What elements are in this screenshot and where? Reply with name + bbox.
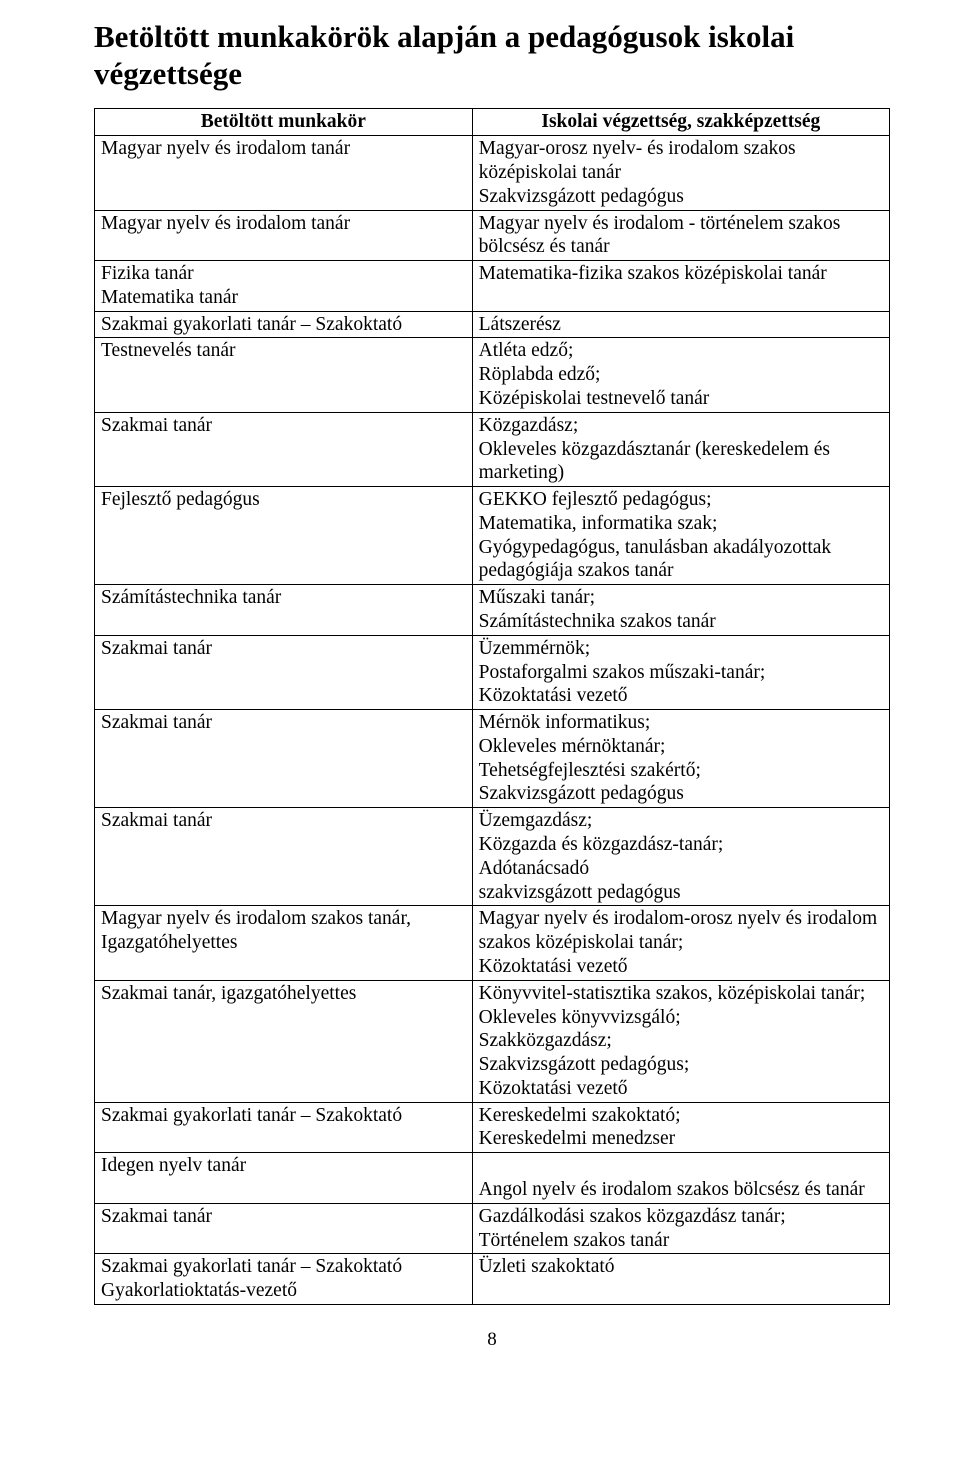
cell-qualification: Üzleti szakoktató xyxy=(472,1254,889,1305)
cell-qualification: Magyar nyelv és irodalom - történelem sz… xyxy=(472,210,889,261)
cell-qualification: Látszerész xyxy=(472,311,889,338)
table-row: Szakmai tanárÜzemgazdász; Közgazda és kö… xyxy=(95,808,890,906)
table-row: Szakmai gyakorlati tanár – Szakoktató Gy… xyxy=(95,1254,890,1305)
cell-qualification: Magyar nyelv és irodalom-orosz nyelv és … xyxy=(472,906,889,980)
header-col2: Iskolai végzettség, szakképzettség xyxy=(472,109,889,136)
cell-position: Szakmai tanár, igazgatóhelyettes xyxy=(95,980,473,1102)
header-col1: Betöltött munkakör xyxy=(95,109,473,136)
cell-position: Szakmai gyakorlati tanár – Szakoktató xyxy=(95,311,473,338)
page-number: 8 xyxy=(94,1329,890,1351)
cell-qualification: Magyar-orosz nyelv- és irodalom szakos k… xyxy=(472,136,889,210)
cell-position: Szakmai tanár xyxy=(95,635,473,709)
table-row: Fizika tanár Matematika tanárMatematika-… xyxy=(95,261,890,312)
table-row: Szakmai gyakorlati tanár – SzakoktatóLát… xyxy=(95,311,890,338)
qualification-table: Betöltött munkakör Iskolai végzettség, s… xyxy=(94,108,890,1305)
table-body: Magyar nyelv és irodalom tanárMagyar-oro… xyxy=(95,136,890,1305)
cell-position: Szakmai gyakorlati tanár – Szakoktató xyxy=(95,1102,473,1153)
table-row: Szakmai tanár, igazgatóhelyettesKönyvvit… xyxy=(95,980,890,1102)
cell-position: Szakmai tanár xyxy=(95,808,473,906)
cell-qualification: Matematika-fizika szakos középiskolai ta… xyxy=(472,261,889,312)
cell-qualification: GEKKO fejlesztő pedagógus; Matematika, i… xyxy=(472,487,889,585)
cell-position: Fejlesztő pedagógus xyxy=(95,487,473,585)
table-row: Magyar nyelv és irodalom szakos tanár, I… xyxy=(95,906,890,980)
table-row: Idegen nyelv tanár Angol nyelv és irodal… xyxy=(95,1153,890,1204)
cell-qualification: Gazdálkodási szakos közgazdász tanár; Tö… xyxy=(472,1203,889,1254)
cell-position: Szakmai tanár xyxy=(95,412,473,486)
table-row: Fejlesztő pedagógusGEKKO fejlesztő pedag… xyxy=(95,487,890,585)
table-header-row: Betöltött munkakör Iskolai végzettség, s… xyxy=(95,109,890,136)
cell-qualification: Könyvvitel-statisztika szakos, középisko… xyxy=(472,980,889,1102)
table-row: Szakmai tanárMérnök informatikus; Okleve… xyxy=(95,710,890,808)
cell-position: Idegen nyelv tanár xyxy=(95,1153,473,1204)
document-page: Betöltött munkakörök alapján a pedagógus… xyxy=(0,0,960,1381)
cell-qualification: Műszaki tanár; Számítástechnika szakos t… xyxy=(472,585,889,636)
cell-position: Testnevelés tanár xyxy=(95,338,473,412)
table-row: Magyar nyelv és irodalom tanárMagyar-oro… xyxy=(95,136,890,210)
page-title: Betöltött munkakörök alapján a pedagógus… xyxy=(94,18,890,92)
table-row: Szakmai gyakorlati tanár – SzakoktatóKer… xyxy=(95,1102,890,1153)
table-row: Magyar nyelv és irodalom tanárMagyar nye… xyxy=(95,210,890,261)
table-row: Szakmai tanárGazdálkodási szakos közgazd… xyxy=(95,1203,890,1254)
cell-qualification: Mérnök informatikus; Okleveles mérnöktan… xyxy=(472,710,889,808)
cell-position: Magyar nyelv és irodalom tanár xyxy=(95,210,473,261)
cell-position: Szakmai tanár xyxy=(95,710,473,808)
cell-position: Magyar nyelv és irodalom tanár xyxy=(95,136,473,210)
cell-position: Fizika tanár Matematika tanár xyxy=(95,261,473,312)
cell-position: Szakmai tanár xyxy=(95,1203,473,1254)
cell-position: Magyar nyelv és irodalom szakos tanár, I… xyxy=(95,906,473,980)
cell-qualification: Közgazdász; Okleveles közgazdásztanár (k… xyxy=(472,412,889,486)
cell-qualification: Üzemmérnök; Postaforgalmi szakos műszaki… xyxy=(472,635,889,709)
table-row: Számítástechnika tanárMűszaki tanár; Szá… xyxy=(95,585,890,636)
table-row: Szakmai tanárKözgazdász; Okleveles közga… xyxy=(95,412,890,486)
cell-qualification: Atléta edző; Röplabda edző; Középiskolai… xyxy=(472,338,889,412)
table-row: Testnevelés tanárAtléta edző; Röplabda e… xyxy=(95,338,890,412)
cell-position: Szakmai gyakorlati tanár – Szakoktató Gy… xyxy=(95,1254,473,1305)
cell-position: Számítástechnika tanár xyxy=(95,585,473,636)
table-row: Szakmai tanárÜzemmérnök; Postaforgalmi s… xyxy=(95,635,890,709)
cell-qualification: Üzemgazdász; Közgazda és közgazdász-taná… xyxy=(472,808,889,906)
cell-qualification: Kereskedelmi szakoktató; Kereskedelmi me… xyxy=(472,1102,889,1153)
cell-qualification: Angol nyelv és irodalom szakos bölcsész … xyxy=(472,1153,889,1204)
